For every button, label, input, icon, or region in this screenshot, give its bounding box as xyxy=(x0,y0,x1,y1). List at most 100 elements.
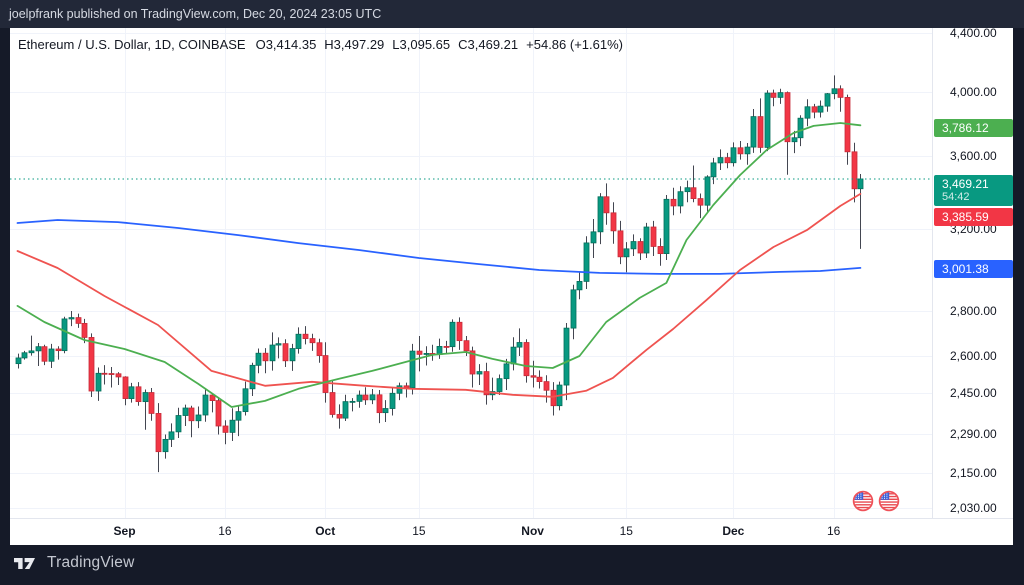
candle[interactable] xyxy=(449,319,456,352)
candle[interactable] xyxy=(309,333,316,351)
candle[interactable] xyxy=(35,342,42,367)
candle[interactable] xyxy=(851,142,858,203)
candle[interactable] xyxy=(757,98,764,153)
candle[interactable] xyxy=(95,367,102,401)
candle[interactable] xyxy=(322,342,329,403)
candle[interactable] xyxy=(496,374,503,396)
us-economic-event-2-flag-icon[interactable] xyxy=(878,490,900,517)
candle[interactable] xyxy=(436,338,443,359)
candle[interactable] xyxy=(182,404,189,427)
candle[interactable] xyxy=(142,389,149,430)
candle[interactable] xyxy=(744,143,751,165)
candle[interactable] xyxy=(108,367,115,388)
candle[interactable] xyxy=(837,85,844,112)
ma-green-line[interactable] xyxy=(16,122,862,408)
ma-red-line[interactable] xyxy=(16,192,862,398)
candle[interactable] xyxy=(101,365,108,385)
candle[interactable] xyxy=(570,284,577,340)
candle[interactable] xyxy=(717,149,724,171)
candle[interactable] xyxy=(583,236,590,289)
candle[interactable] xyxy=(777,88,784,104)
candle[interactable] xyxy=(697,193,704,219)
candle[interactable] xyxy=(195,406,202,429)
candle[interactable] xyxy=(737,141,744,160)
candle[interactable] xyxy=(148,388,155,421)
candle[interactable] xyxy=(162,434,169,459)
candle[interactable] xyxy=(349,398,356,412)
candle[interactable] xyxy=(202,389,209,422)
candle[interactable] xyxy=(15,353,22,369)
candle[interactable] xyxy=(41,344,48,366)
candle[interactable] xyxy=(710,157,717,185)
candle[interactable] xyxy=(543,375,550,403)
candle[interactable] xyxy=(396,382,403,401)
candle[interactable] xyxy=(68,310,75,327)
candle[interactable] xyxy=(844,94,851,165)
candle[interactable] xyxy=(536,370,543,389)
candle[interactable] xyxy=(456,317,463,350)
candle[interactable] xyxy=(255,348,262,374)
candle[interactable] xyxy=(21,350,28,360)
candle[interactable] xyxy=(804,99,811,127)
us-economic-event-1-flag-icon[interactable] xyxy=(852,490,874,517)
candle[interactable] xyxy=(222,420,229,445)
candle[interactable] xyxy=(831,75,838,100)
candle[interactable] xyxy=(617,220,624,265)
candle[interactable] xyxy=(316,338,323,363)
candle[interactable] xyxy=(724,152,731,169)
candle[interactable] xyxy=(128,382,135,403)
candle[interactable] xyxy=(249,362,256,397)
candle[interactable] xyxy=(122,376,129,406)
candle[interactable] xyxy=(483,362,490,405)
candle[interactable] xyxy=(623,242,630,273)
candle[interactable] xyxy=(356,390,363,408)
candle[interactable] xyxy=(489,377,496,401)
candle[interactable] xyxy=(168,423,175,448)
candle[interactable] xyxy=(603,183,610,225)
candle[interactable] xyxy=(275,337,282,359)
candle[interactable] xyxy=(215,397,222,435)
candle[interactable] xyxy=(235,405,242,437)
candle[interactable] xyxy=(857,173,864,249)
candle[interactable] xyxy=(650,220,657,257)
candle[interactable] xyxy=(784,91,791,175)
candle[interactable] xyxy=(389,387,396,416)
candle[interactable] xyxy=(704,175,711,212)
candle[interactable] xyxy=(503,358,510,391)
candle[interactable] xyxy=(416,336,423,372)
candle[interactable] xyxy=(295,327,302,354)
ma-blue-line[interactable] xyxy=(16,219,862,275)
candle[interactable] xyxy=(342,394,349,421)
candle[interactable] xyxy=(336,404,343,429)
candle[interactable] xyxy=(209,393,216,413)
candle[interactable] xyxy=(516,328,523,357)
candle[interactable] xyxy=(403,382,410,398)
candle[interactable] xyxy=(409,343,416,395)
candle[interactable] xyxy=(362,387,369,405)
candle[interactable] xyxy=(730,142,737,167)
candle[interactable] xyxy=(637,238,644,261)
candle[interactable] xyxy=(510,337,517,371)
candle[interactable] xyxy=(282,339,289,368)
candle[interactable] xyxy=(229,408,236,442)
candle[interactable] xyxy=(663,194,670,261)
candle[interactable] xyxy=(791,130,798,154)
candle[interactable] xyxy=(188,405,195,438)
candle[interactable] xyxy=(369,389,376,405)
tradingview-logo-link[interactable]: TradingView xyxy=(13,554,135,572)
candle[interactable] xyxy=(530,360,537,388)
candle[interactable] xyxy=(55,346,62,360)
candle[interactable] xyxy=(88,333,95,398)
candle[interactable] xyxy=(269,332,276,371)
candle[interactable] xyxy=(590,219,597,259)
candle[interactable] xyxy=(376,390,383,424)
candle[interactable] xyxy=(670,187,677,216)
candle[interactable] xyxy=(115,372,122,386)
candle[interactable] xyxy=(48,343,55,368)
candle[interactable] xyxy=(289,343,296,371)
candle[interactable] xyxy=(643,222,650,259)
candle[interactable] xyxy=(811,103,818,119)
candle[interactable] xyxy=(135,382,142,406)
candle[interactable] xyxy=(824,93,831,112)
